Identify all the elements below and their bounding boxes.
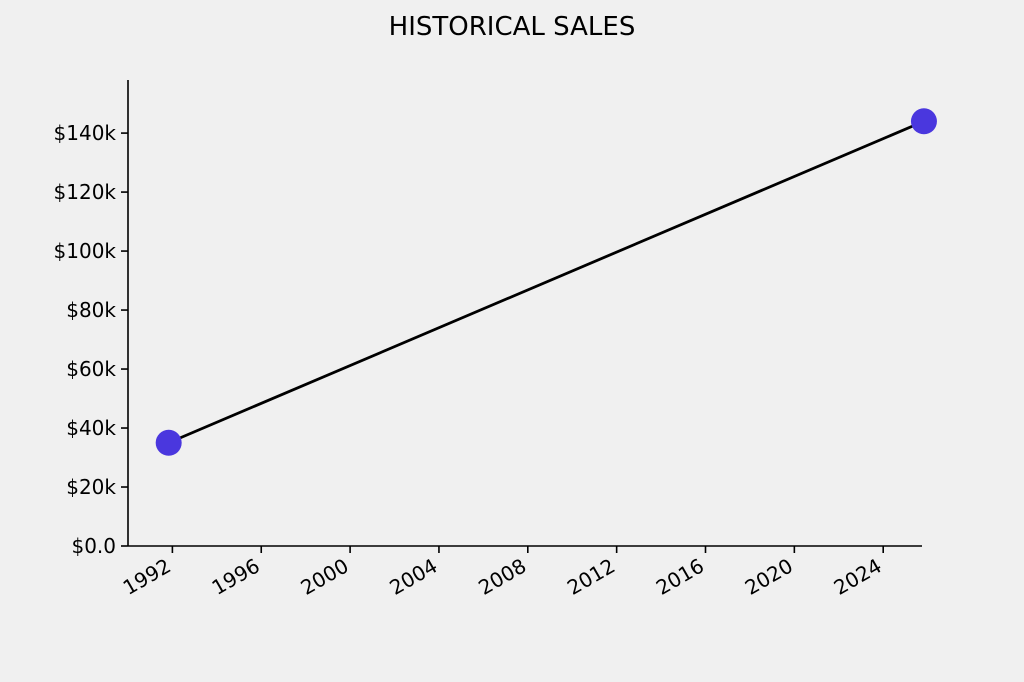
- x-axis-ticks: 1992 1996 2000 2004 2008 2012 2016 2020 2024: [119, 546, 886, 600]
- data-point: [910, 108, 937, 135]
- x-tick-label: 2008: [474, 554, 530, 600]
- data-point: [155, 429, 182, 456]
- x-tick-label: 2012: [563, 554, 619, 600]
- x-tick-label: 2004: [385, 554, 441, 600]
- y-tick-label: $20k: [66, 475, 116, 499]
- series-line: [168, 120, 925, 445]
- chart-title: HISTORICAL SALES: [389, 12, 636, 42]
- series-layer: [155, 108, 937, 456]
- y-tick-label: $80k: [66, 298, 116, 322]
- x-tick-label: 1992: [119, 554, 175, 600]
- x-tick-label: 1996: [208, 554, 264, 600]
- y-tick-label: $120k: [54, 180, 117, 204]
- y-tick-label: $60k: [66, 357, 116, 381]
- x-tick-label: 2016: [652, 554, 708, 600]
- y-axis-ticks: $0.0 $20k $40k $60k $80k $100k $120k $140k: [54, 121, 128, 558]
- y-tick-label: $40k: [66, 416, 116, 440]
- plot-area: $0.0 $20k $40k $60k $80k $100k $120k $140k 1992…: [54, 80, 937, 600]
- y-tick-label: $100k: [54, 239, 117, 263]
- y-tick-label: $0.0: [71, 534, 116, 558]
- x-tick-label: 2020: [741, 554, 797, 600]
- y-tick-label: $140k: [54, 121, 117, 145]
- x-tick-label: 2024: [830, 554, 886, 600]
- x-tick-label: 2000: [297, 554, 353, 600]
